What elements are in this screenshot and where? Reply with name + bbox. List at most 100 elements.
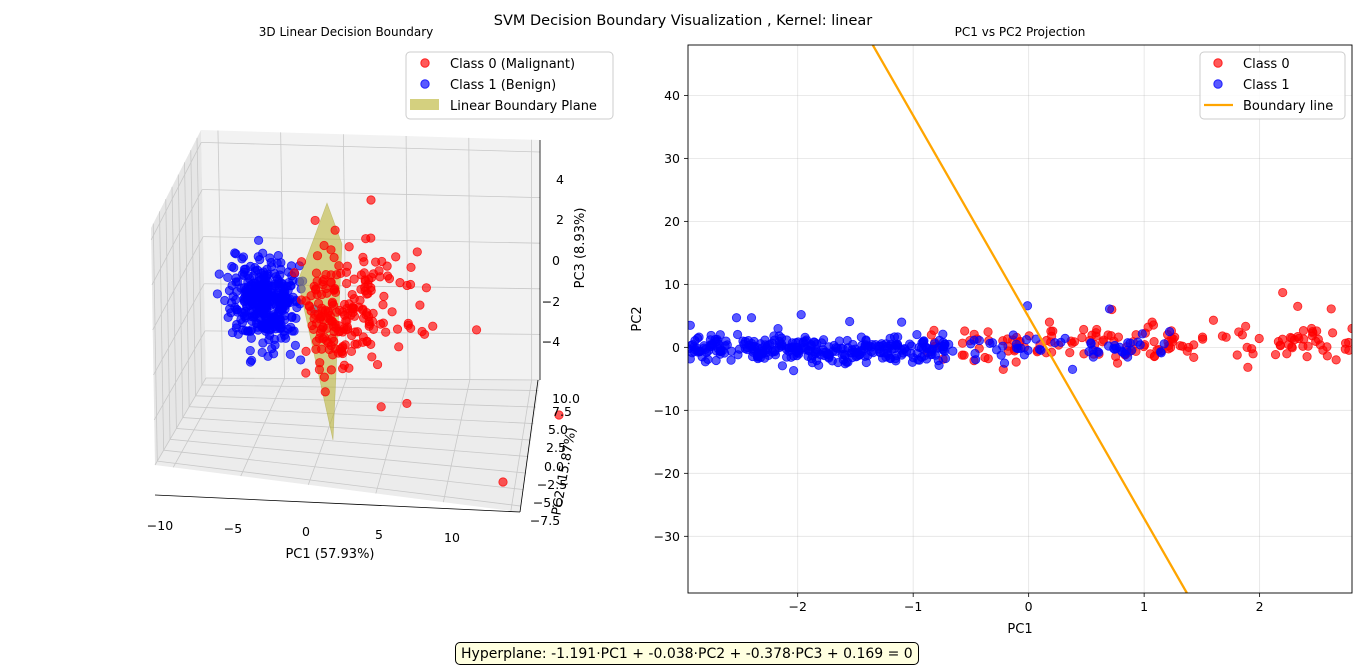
class0-point	[327, 297, 338, 307]
class1-point	[711, 355, 721, 366]
class0-point	[342, 261, 352, 271]
grid-pc1-back	[468, 137, 471, 380]
class0-point	[328, 350, 338, 360]
3d-y-tick-label: −7.5	[530, 513, 560, 528]
class1-point	[688, 354, 695, 364]
class0-point	[363, 279, 373, 290]
class1-point	[998, 341, 1008, 351]
class0-point	[336, 347, 347, 357]
class1-point	[1133, 337, 1143, 347]
class0-point	[1275, 341, 1286, 351]
class1-point	[1123, 338, 1133, 348]
class1-point	[761, 343, 772, 353]
class1-point	[726, 355, 736, 365]
class0-point	[379, 291, 389, 301]
class0-point	[1289, 335, 1300, 345]
legend-class0-marker	[1213, 58, 1223, 68]
class1-point	[1086, 338, 1096, 348]
grid-pc2-left	[152, 223, 158, 462]
class1-point	[283, 298, 293, 308]
grid-pc2-floor	[157, 460, 521, 507]
3d-y-tick-label: 5.0	[548, 422, 568, 437]
class1-point	[285, 281, 296, 291]
class1-point	[987, 338, 998, 348]
class1-point	[777, 361, 788, 371]
3d-x-tick-label: −10	[147, 518, 173, 533]
class0-point	[1103, 330, 1113, 340]
class0-point	[355, 295, 365, 305]
grid-pc2-left	[171, 186, 177, 429]
class1-point	[818, 335, 829, 345]
grid-pc2-floor	[201, 384, 539, 391]
class0-point	[339, 324, 349, 334]
grid-pc1-back	[342, 134, 347, 379]
pc1-axis-line	[154, 494, 521, 513]
class1-point	[285, 349, 295, 359]
class0-point	[428, 321, 438, 331]
grid-pc3-left	[150, 142, 202, 241]
class0-point	[1270, 349, 1281, 360]
class1-point	[229, 263, 239, 273]
class0-point	[403, 320, 413, 330]
class0-point	[301, 346, 311, 356]
x-tick-label: 2	[1256, 599, 1264, 614]
class0-outlier-point	[366, 195, 376, 205]
legend-class1-label: Class 1	[1243, 78, 1290, 93]
class0-point	[322, 323, 332, 334]
class1-point	[245, 261, 256, 271]
class0-point	[361, 234, 371, 244]
class0-point	[1197, 332, 1208, 342]
class0-outlier-point	[554, 410, 564, 420]
class1-point	[243, 326, 253, 336]
grid-pc1-back	[217, 130, 224, 379]
class1-point	[847, 353, 857, 363]
class1-point	[255, 255, 265, 265]
class0-point	[289, 268, 299, 278]
class1-point	[889, 332, 900, 342]
class0-point	[341, 278, 352, 289]
grid-pc1-floor	[442, 379, 471, 503]
class0-point	[1328, 328, 1338, 338]
2d-legend: Class 0 Class 1 Boundary line	[1199, 51, 1346, 120]
class1-point	[1021, 335, 1032, 345]
grid-pc2-floor	[189, 406, 534, 424]
class0-point	[1113, 332, 1124, 342]
class1-point	[258, 321, 268, 331]
hyperplane-equation: Hyperplane: -1.191·PC1 + -0.038·PC2 + -0…	[461, 646, 913, 662]
grid-pc3-back	[205, 377, 541, 381]
legend-class0-marker	[420, 58, 430, 68]
3d-x-tick-label: 0	[302, 524, 310, 539]
figure-suptitle: SVM Decision Boundary Visualization , Ke…	[494, 13, 873, 29]
y-tick-label: 0	[672, 340, 680, 355]
class1-point	[919, 336, 929, 346]
class0-point	[959, 350, 969, 360]
3d-z-tick-label: 0	[552, 253, 560, 268]
class1-point	[1120, 349, 1130, 359]
class1-point	[287, 311, 297, 322]
class1-point	[266, 262, 277, 272]
class1-point	[933, 356, 943, 366]
class0-point	[320, 387, 330, 397]
class1-point	[1008, 330, 1018, 340]
class0-point	[387, 307, 397, 317]
2d-ylabel: PC2	[630, 306, 645, 331]
class1-point	[836, 343, 846, 353]
class1-point	[247, 355, 257, 365]
class0-point	[296, 257, 307, 267]
grid-pc3-back	[201, 142, 541, 153]
class0-point	[319, 372, 329, 382]
class0-point	[366, 339, 376, 349]
class0-point	[315, 358, 325, 368]
class1-point	[999, 358, 1010, 368]
2d-axes-frame	[687, 44, 1353, 594]
boundary-line	[871, 45, 1188, 593]
grid-pc2-left	[184, 162, 190, 407]
class1-point	[688, 320, 695, 330]
class0-point	[1237, 330, 1247, 340]
class0-point	[1065, 348, 1075, 358]
3d-z-tick-label: −2	[542, 294, 560, 309]
class1-point	[269, 334, 280, 344]
legend-class1-marker	[420, 79, 430, 89]
class1-point	[899, 344, 909, 354]
